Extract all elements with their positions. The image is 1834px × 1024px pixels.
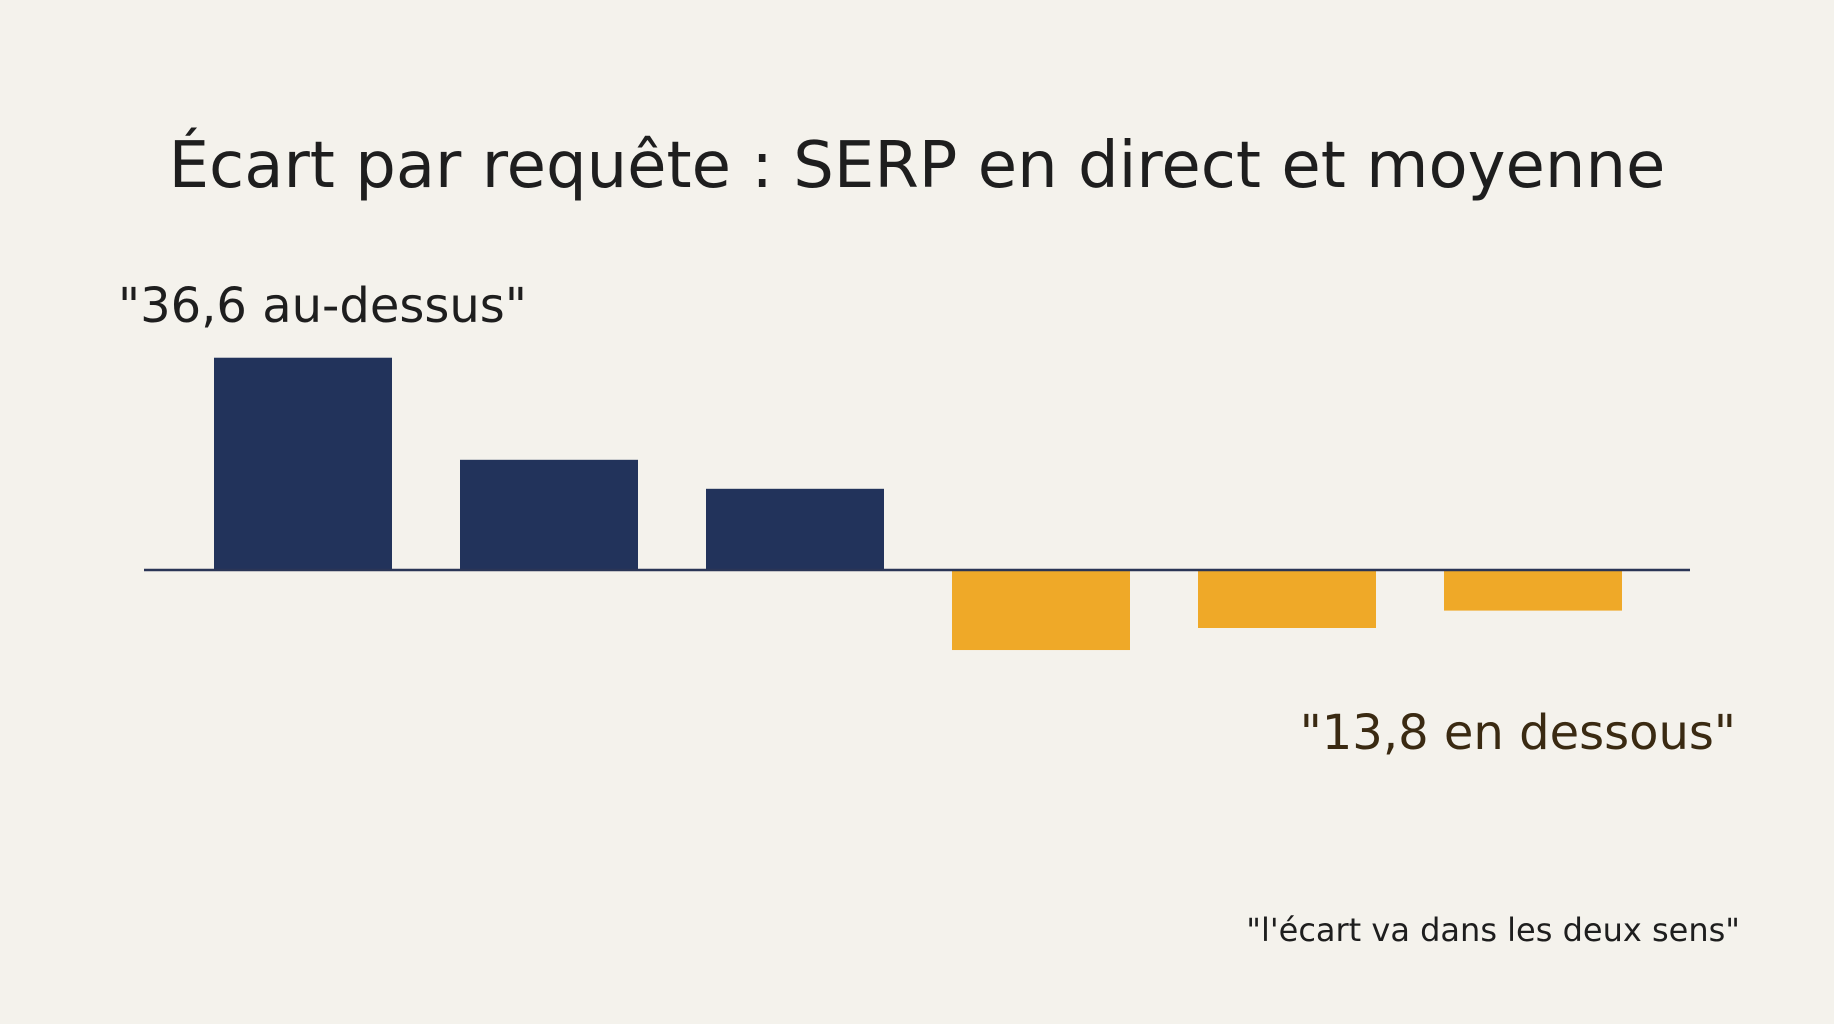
annotation-max-above: "36,6 au-dessus" xyxy=(118,278,527,334)
bar-5 xyxy=(1198,570,1376,628)
bar-4 xyxy=(952,570,1130,651)
annotation-max-below: "13,8 en dessous" xyxy=(1299,705,1736,761)
footnote-note: "l'écart va dans les deux sens" xyxy=(1246,911,1740,949)
chart-title: Écart par requête : SERP en direct et mo… xyxy=(168,129,1666,203)
bar-1 xyxy=(214,357,392,570)
bar-2 xyxy=(460,459,638,570)
bar-6 xyxy=(1444,570,1622,611)
bars-group xyxy=(214,357,1622,651)
bar-3 xyxy=(706,488,884,570)
